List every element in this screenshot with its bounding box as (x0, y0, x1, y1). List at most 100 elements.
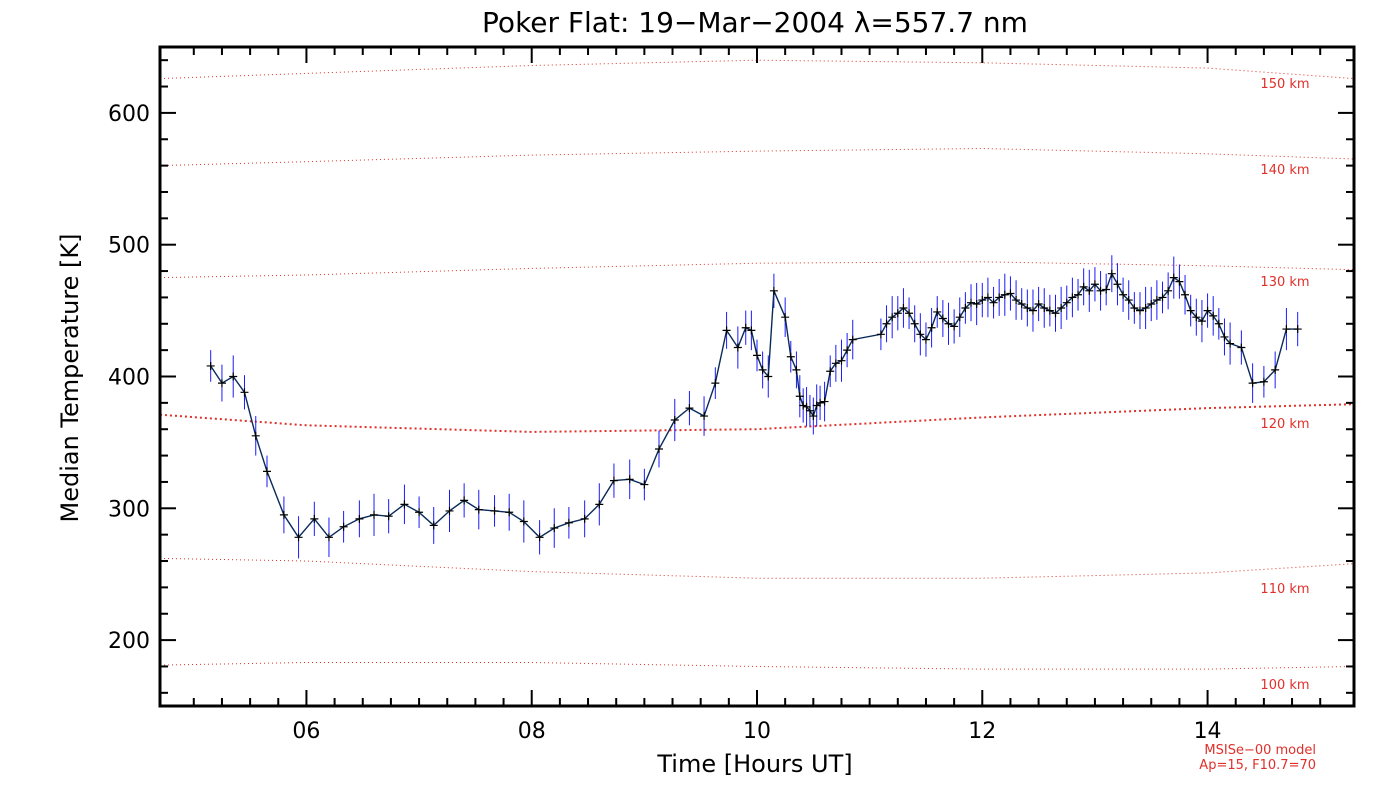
data-point-markers (206, 269, 1302, 542)
data-point (967, 298, 976, 307)
data-point (1192, 313, 1201, 322)
y-tick-label: 600 (108, 102, 150, 127)
data-point (229, 372, 238, 381)
data-point (1237, 343, 1246, 352)
data-point (910, 319, 919, 328)
x-tick-label: 12 (968, 719, 996, 744)
reference-line-130-km (159, 261, 1355, 279)
data-point (944, 319, 953, 328)
x-tick-label: 08 (518, 719, 546, 744)
data-point (400, 500, 409, 509)
x-tick-label: 10 (743, 719, 771, 744)
reference-line-label: 140 km (1260, 163, 1309, 178)
x-tick-label: 06 (292, 719, 320, 744)
data-point (1169, 273, 1178, 282)
data-point (786, 352, 795, 361)
data-point (1175, 277, 1184, 286)
data-point (933, 307, 942, 316)
data-point (769, 286, 778, 295)
data-point (882, 319, 891, 328)
data-point (1090, 280, 1099, 289)
data-point (370, 510, 379, 519)
data-point (893, 309, 902, 318)
data-point (758, 365, 767, 374)
data-point (1248, 379, 1257, 388)
data-point (251, 431, 260, 440)
x-axis-label: Time [Hours UT] (656, 750, 852, 778)
data-point (972, 300, 981, 309)
data-point (983, 293, 992, 302)
model-reference-lines: 100 km 110 km 120 km 130 km 140 km 150 km (159, 59, 1355, 693)
data-point (655, 444, 664, 453)
data-point (1124, 296, 1133, 305)
data-point (217, 379, 226, 388)
data-point (1051, 309, 1060, 318)
data-point (741, 323, 750, 332)
data-point (445, 506, 454, 515)
data-point (415, 508, 424, 517)
data-point (1107, 269, 1116, 278)
data-point (1135, 306, 1144, 315)
data-point (700, 412, 709, 421)
data-point (955, 313, 964, 322)
data-point (916, 330, 925, 339)
data-point (474, 505, 483, 514)
y-axis-ticks: 200 300 400 500 600 (108, 59, 1354, 694)
data-point (580, 514, 589, 523)
data-point (670, 415, 679, 424)
data-point (1220, 332, 1229, 341)
data-point (1164, 286, 1173, 295)
data-point (1017, 300, 1026, 309)
data-point (1197, 317, 1206, 326)
data-point (995, 293, 1004, 302)
data-point (711, 379, 720, 388)
data-point (826, 367, 835, 376)
data-point (1282, 325, 1291, 334)
data-point (1147, 300, 1156, 309)
data-point (490, 506, 499, 515)
data-point (1271, 365, 1280, 374)
data-point (1028, 306, 1037, 315)
reference-line-label: 130 km (1260, 275, 1309, 290)
data-point (989, 298, 998, 307)
data-point (795, 392, 804, 401)
data-point (1214, 319, 1223, 328)
data-point (1000, 290, 1009, 299)
x-axis-ticks: 06 08 10 12 14 (192, 47, 1322, 744)
data-point (905, 309, 914, 318)
data-point (1079, 282, 1088, 291)
plot-frame (158, 45, 1356, 708)
data-point (1203, 306, 1212, 315)
y-axis-label: Median Temperature [K] (56, 233, 84, 522)
data-point (1045, 306, 1054, 315)
data-point (831, 359, 840, 368)
data-point (1186, 306, 1195, 315)
data-point (876, 330, 885, 339)
y-tick-label: 200 (108, 629, 150, 654)
reference-line-140-km (159, 147, 1355, 167)
data-point (1040, 303, 1049, 312)
model-annotation-line-1: MSISe−00 model (1204, 743, 1316, 758)
data-point (747, 326, 756, 335)
model-annotation-line-2: Ap=15, F10.7=70 (1199, 758, 1316, 773)
data-point (339, 522, 348, 531)
data-point (263, 467, 272, 476)
reference-line-label: 110 km (1260, 582, 1309, 597)
data-point (1209, 311, 1218, 320)
data-point (722, 326, 731, 335)
data-point (805, 406, 814, 415)
reference-line-120-km (159, 403, 1355, 433)
data-point (927, 323, 936, 332)
data-point (1293, 325, 1302, 334)
data-point (1181, 290, 1190, 299)
data-point (1130, 303, 1139, 312)
data-point (1158, 293, 1167, 302)
chart-title: Poker Flat: 19−Mar−2004 λ=557.7 nm (482, 6, 1028, 39)
data-point (519, 517, 528, 526)
data-point (764, 372, 773, 381)
data-point (310, 514, 319, 523)
data-point (1113, 280, 1122, 289)
data-point (505, 508, 514, 517)
data-point (816, 398, 825, 407)
